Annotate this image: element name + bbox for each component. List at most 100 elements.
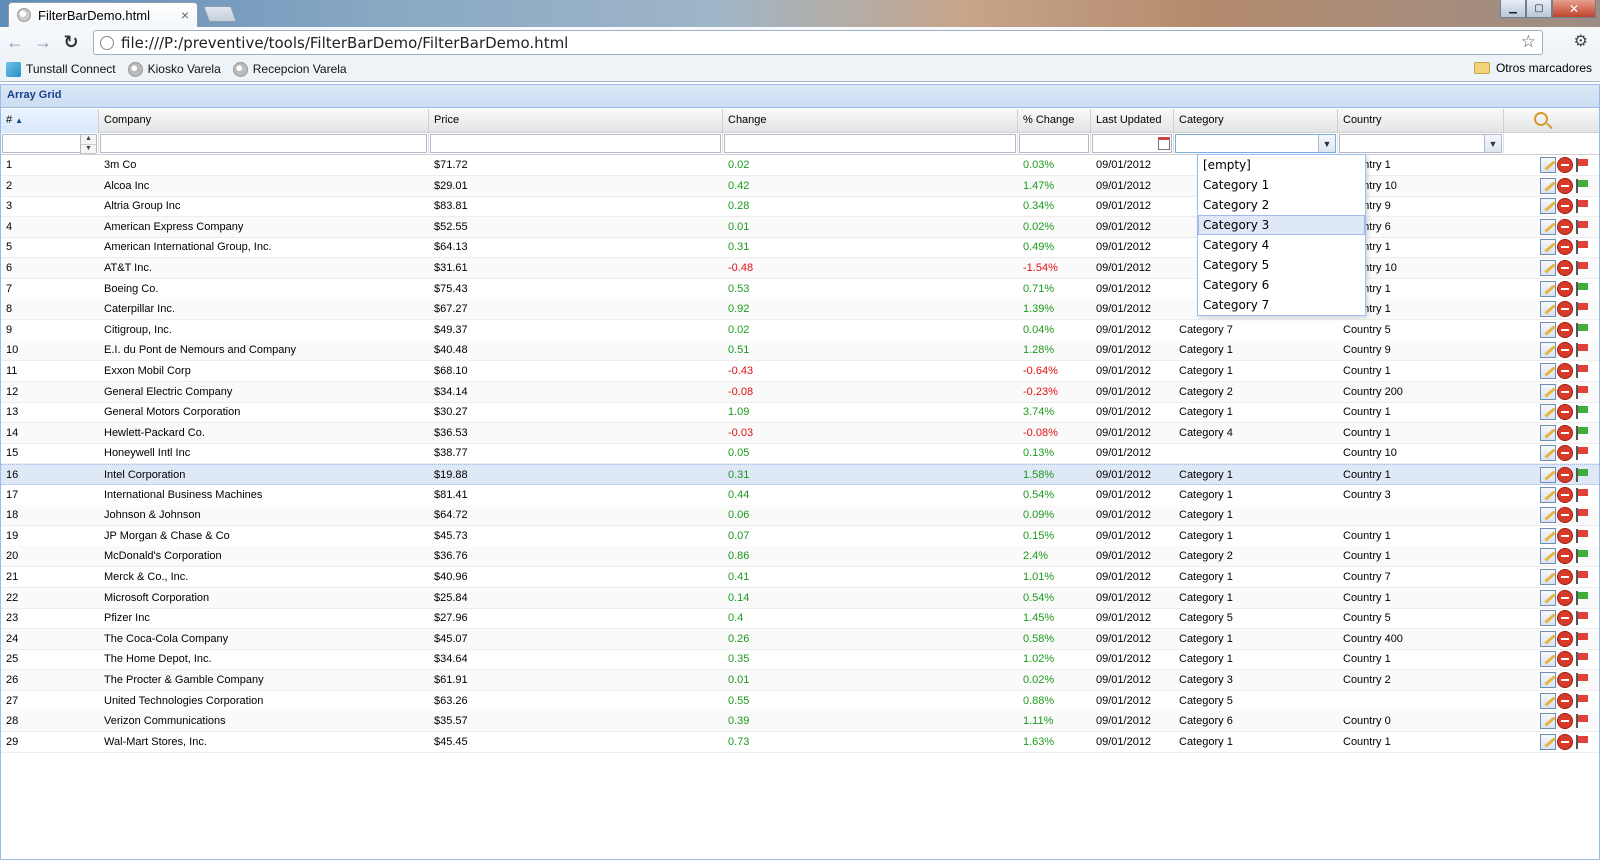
pct-change-filter-field[interactable] [1019, 134, 1089, 153]
search-icon[interactable] [1534, 112, 1548, 126]
flag-green-icon[interactable] [1574, 404, 1590, 420]
delete-icon[interactable] [1557, 321, 1573, 338]
edit-icon[interactable] [1540, 383, 1556, 400]
edit-icon[interactable] [1540, 198, 1556, 215]
company-filter-field[interactable] [100, 134, 427, 153]
table-row[interactable]: 19 JP Morgan & Chase & Co $45.73 0.07 0.15% 0… [1, 526, 1599, 547]
edit-icon[interactable] [1540, 507, 1556, 524]
flag-red-icon[interactable] [1574, 569, 1590, 585]
flag-red-icon[interactable] [1574, 239, 1590, 255]
maximize-button[interactable]: ▢ [1526, 0, 1552, 18]
table-row[interactable]: 24 The Coca-Cola Company $45.07 0.26 0.58% 09… [1, 628, 1599, 650]
table-row[interactable]: 5 American International Group, Inc. $64.1… [1, 237, 1599, 259]
table-row[interactable]: 15 Honeywell Intl Inc $38.77 0.05 0.13% 09/01… [1, 443, 1599, 465]
change-filter-field[interactable] [724, 134, 1016, 153]
edit-icon[interactable] [1540, 651, 1556, 668]
table-row[interactable]: 18 Johnson & Johnson $64.72 0.06 0.09% 09/01/… [1, 505, 1599, 527]
dropdown-option[interactable]: Category 2 [1203, 198, 1270, 212]
delete-icon[interactable] [1557, 363, 1573, 379]
column-header-price[interactable]: Price [429, 109, 723, 133]
edit-icon[interactable] [1540, 218, 1556, 235]
table-row[interactable]: 16 Intel Corporation $19.88 0.31 1.58% 09/01/… [1, 464, 1599, 485]
price-filter-field[interactable] [430, 134, 721, 153]
delete-icon[interactable] [1557, 177, 1573, 194]
edit-icon[interactable] [1540, 692, 1556, 709]
delete-icon[interactable] [1557, 486, 1573, 503]
flag-red-icon[interactable] [1574, 507, 1590, 523]
flag-green-icon[interactable] [1574, 281, 1590, 297]
wrench-menu-icon[interactable]: ⚙ [1573, 33, 1588, 50]
edit-icon[interactable] [1540, 713, 1556, 730]
country-filter-combo[interactable]: ▼ [1339, 134, 1502, 153]
table-row[interactable]: 23 Pfizer Inc $27.96 0.4 1.45% 09/01/2012 Cate… [1, 608, 1599, 630]
column-header-last-updated[interactable]: Last Updated [1091, 109, 1174, 133]
table-row[interactable]: 21 Merck & Co., Inc. $40.96 0.41 1.01% 09/01/… [1, 567, 1599, 588]
table-row[interactable]: 13 General Motors Corporation $30.27 1.09 3.… [1, 402, 1599, 424]
delete-icon[interactable] [1557, 589, 1573, 606]
dropdown-option[interactable]: Category 6 [1203, 278, 1270, 292]
new-tab-button[interactable] [203, 6, 237, 22]
stepper-up-icon[interactable]: ▲ [81, 135, 96, 145]
delete-icon[interactable] [1557, 280, 1573, 297]
table-row[interactable]: 25 The Home Depot, Inc. $34.64 0.35 1.02% 09/… [1, 649, 1599, 671]
table-row[interactable]: 22 Microsoft Corporation $25.84 0.14 0.54% 09… [1, 587, 1599, 609]
delete-icon[interactable] [1557, 692, 1573, 709]
delete-icon[interactable] [1557, 301, 1573, 318]
edit-icon[interactable] [1540, 239, 1556, 256]
column-header-category[interactable]: Category [1174, 109, 1338, 133]
edit-icon[interactable] [1540, 486, 1556, 503]
dropdown-option[interactable]: Category 1 [1203, 178, 1270, 192]
edit-icon[interactable] [1540, 280, 1556, 297]
flag-green-icon[interactable] [1574, 322, 1590, 338]
bookmark-tunstall-connect[interactable]: Tunstall Connect [6, 61, 116, 77]
table-row[interactable]: 12 General Electric Company $34.14 -0.08 -0.… [1, 381, 1599, 403]
table-row[interactable]: 28 Verizon Communications $35.57 0.39 1.11% 0… [1, 711, 1599, 733]
edit-icon[interactable] [1540, 630, 1556, 647]
table-row[interactable]: 20 McDonald's Corporation $36.76 0.86 2.4% 09… [1, 546, 1599, 568]
flag-red-icon[interactable] [1574, 157, 1590, 173]
delete-icon[interactable] [1557, 445, 1573, 462]
stepper-down-icon[interactable]: ▼ [81, 144, 96, 154]
category-filter-combo[interactable]: ▼ [1175, 134, 1336, 153]
dropdown-option[interactable]: Category 7 [1203, 298, 1270, 312]
num-filter-stepper[interactable]: ▲ ▼ [80, 135, 96, 154]
flag-red-icon[interactable] [1574, 734, 1590, 750]
flag-red-icon[interactable] [1574, 672, 1590, 688]
delete-icon[interactable] [1557, 569, 1573, 585]
delete-icon[interactable] [1557, 548, 1573, 565]
edit-icon[interactable] [1540, 404, 1556, 421]
column-header-change[interactable]: Change [723, 109, 1018, 133]
flag-red-icon[interactable] [1574, 713, 1590, 729]
table-row[interactable]: 9 Citigroup, Inc. $49.37 0.02 0.04% 09/01/201… [1, 320, 1599, 341]
forward-button[interactable]: → [34, 31, 52, 52]
delete-icon[interactable] [1557, 157, 1573, 173]
column-header-company[interactable]: Company [99, 109, 429, 133]
chevron-down-icon[interactable]: ▼ [1484, 135, 1501, 152]
calendar-icon[interactable] [1157, 135, 1171, 152]
browser-tab[interactable]: FilterBarDemo.html × [8, 2, 198, 27]
column-header-num[interactable]: # ▲ [1, 109, 99, 133]
edit-icon[interactable] [1540, 733, 1556, 750]
column-header-country[interactable]: Country [1338, 109, 1504, 133]
dropdown-option[interactable]: Category 5 [1203, 258, 1270, 272]
edit-icon[interactable] [1540, 260, 1556, 276]
delete-icon[interactable] [1557, 507, 1573, 524]
close-window-button[interactable]: ✕ [1552, 0, 1596, 18]
edit-icon[interactable] [1540, 177, 1556, 194]
num-filter-field[interactable]: ▲ ▼ [2, 134, 97, 154]
table-row[interactable]: 17 International Business Machines $81.41 0… [1, 485, 1599, 506]
edit-icon[interactable] [1540, 527, 1556, 544]
address-bar[interactable]: file:///P:/preventive/tools/FilterBarDem… [93, 30, 1543, 55]
flag-red-icon[interactable] [1574, 487, 1590, 503]
delete-icon[interactable] [1557, 404, 1573, 421]
delete-icon[interactable] [1557, 630, 1573, 647]
edit-icon[interactable] [1540, 342, 1556, 359]
delete-icon[interactable] [1557, 218, 1573, 235]
flag-green-icon[interactable] [1574, 590, 1590, 606]
delete-icon[interactable] [1557, 198, 1573, 215]
table-row[interactable]: 26 The Procter & Gamble Company $61.91 0.01… [1, 670, 1599, 691]
delete-icon[interactable] [1557, 733, 1573, 750]
dropdown-option[interactable]: Category 3 [1198, 215, 1365, 235]
table-row[interactable]: 3 Altria Group Inc $83.81 0.28 0.34% 09/01/20… [1, 196, 1599, 218]
minimize-button[interactable]: ▁ [1500, 0, 1526, 18]
